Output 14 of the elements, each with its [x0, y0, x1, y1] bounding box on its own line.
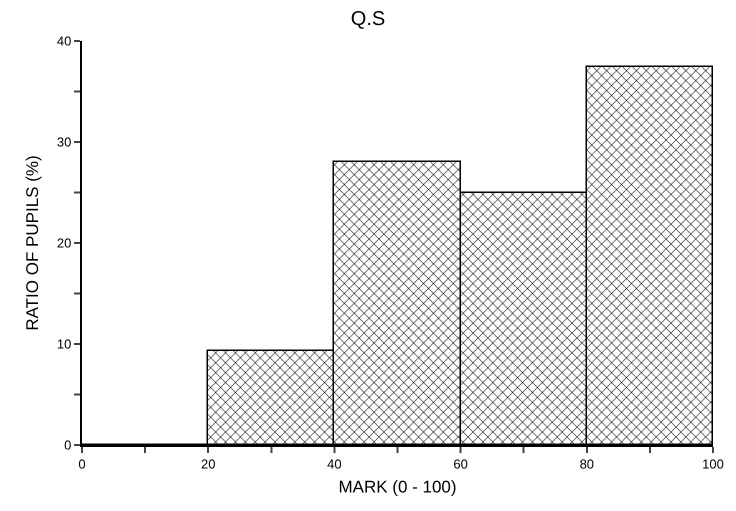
x-tick-label: 20: [200, 456, 216, 472]
x-tick-label: 40: [327, 456, 342, 472]
y-tick-label: 20: [56, 236, 72, 251]
y-tick-label: 10: [56, 336, 72, 352]
x-tick-label: 100: [702, 456, 724, 472]
x-tick-label: 0: [78, 456, 86, 472]
y-axis-title: RATIO OF PUPILS (%): [22, 155, 42, 331]
x-tick-label: 80: [580, 456, 594, 472]
y-tick-label: 0: [64, 438, 72, 453]
y-tick-label: 30: [56, 134, 72, 150]
chart-title: Q.S: [350, 8, 386, 30]
x-axis-title: MARK (0 - 100): [338, 478, 457, 496]
x-tick-label: 60: [453, 456, 468, 472]
y-tick-label: 40: [56, 34, 72, 49]
